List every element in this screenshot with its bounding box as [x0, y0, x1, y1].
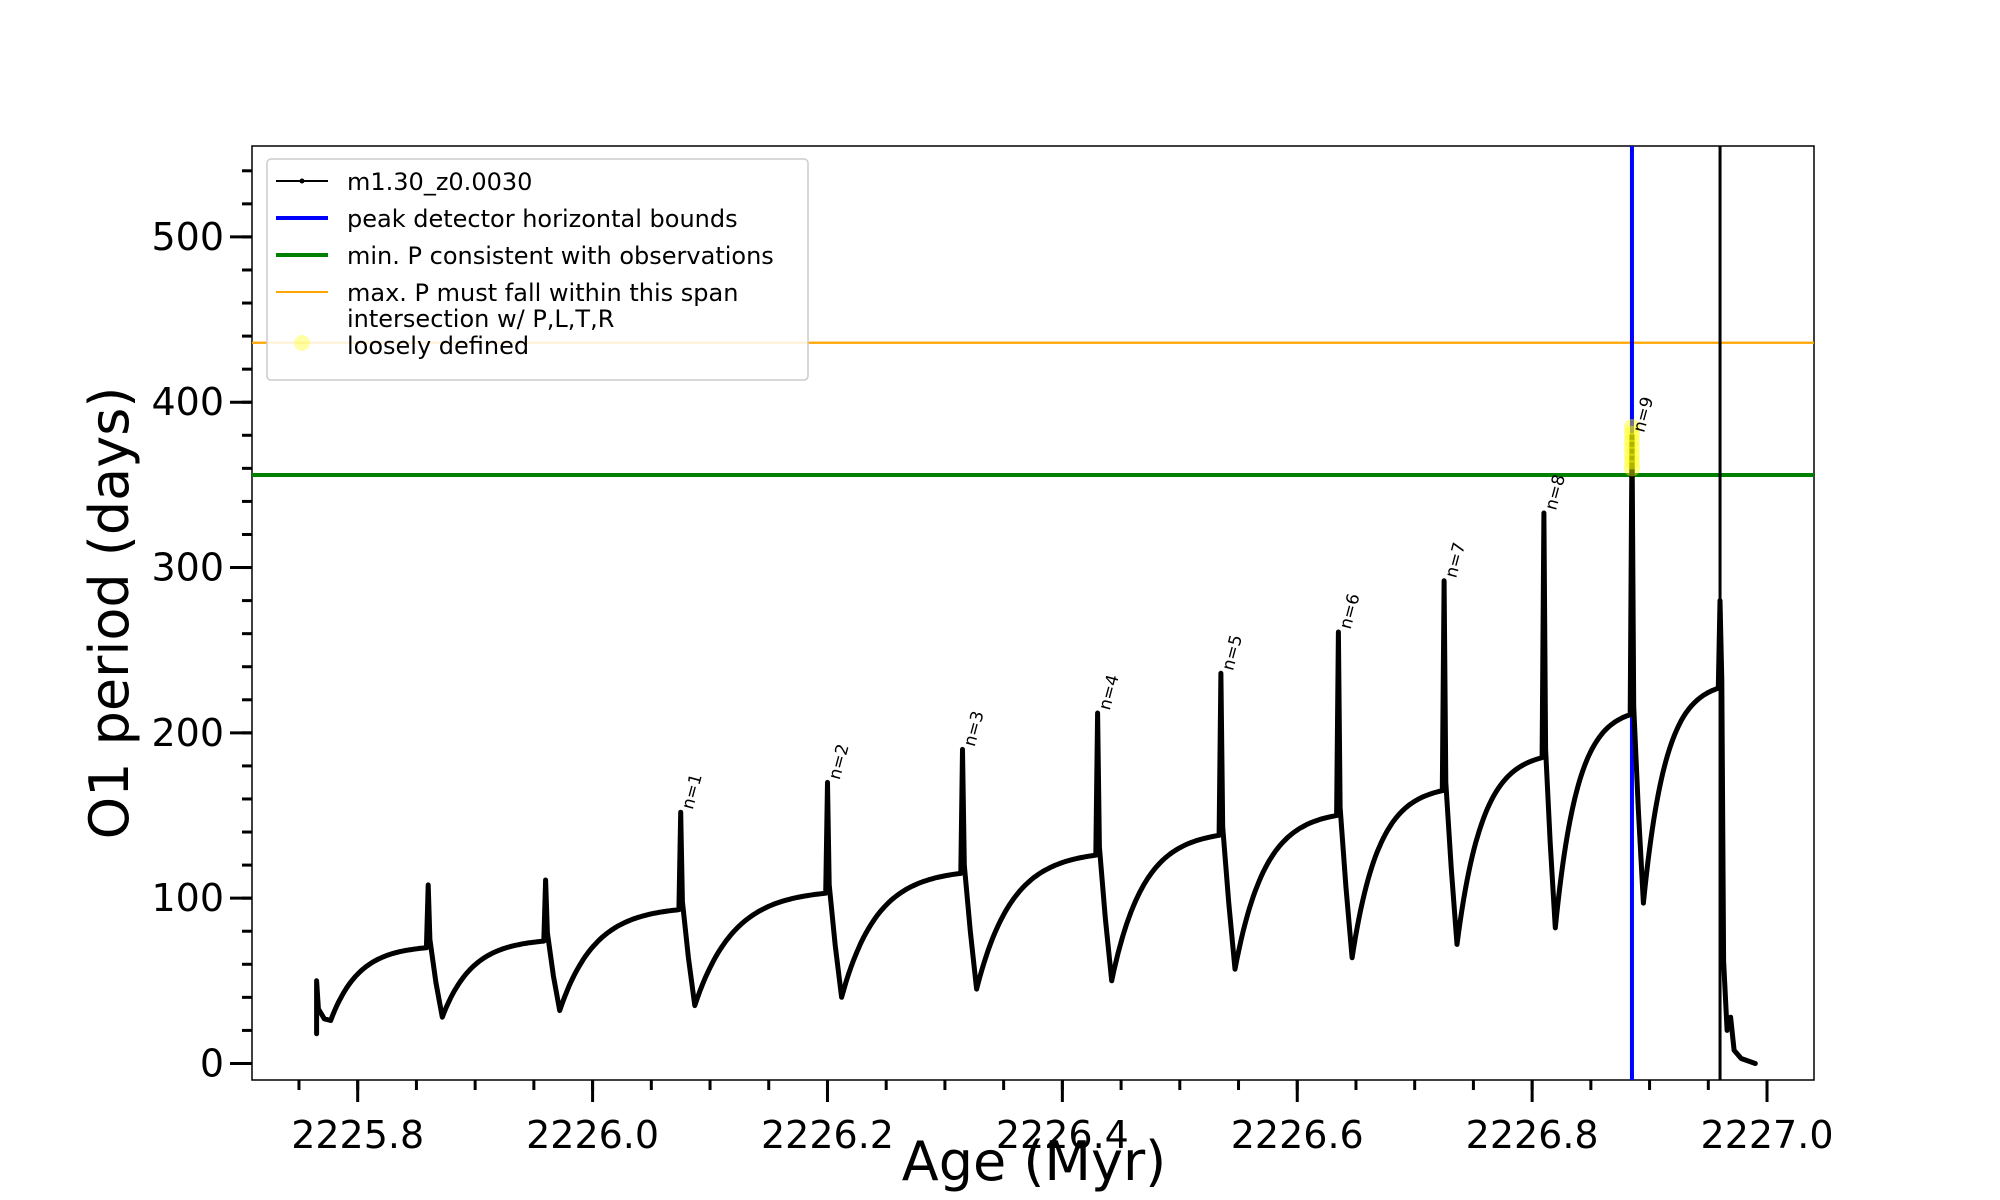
x-tick-label: 2226.4: [996, 1113, 1129, 1157]
x-axis-label: Age (Myr): [902, 1130, 1167, 1193]
legend-label-line2: loosely defined: [347, 332, 529, 360]
series-line-m1.30_z0.0030: [314, 432, 1758, 1066]
x-tick-label: 2226.0: [526, 1113, 659, 1157]
y-tick-label: 400: [151, 380, 224, 424]
intersection-marker: [1623, 439, 1640, 456]
pulse-label: n=1: [678, 772, 707, 812]
x-tick-label: 2227.0: [1701, 1113, 1834, 1157]
y-tick-label: 100: [151, 876, 224, 920]
legend-swatch-dot: [299, 178, 305, 184]
pulse-label: n=8: [1541, 472, 1570, 512]
pulse-label: n=4: [1095, 673, 1124, 713]
legend-label: intersection w/ P,L,T,R: [347, 305, 614, 333]
legend-marker: [294, 335, 310, 351]
x-tick-label: 2226.8: [1466, 1113, 1599, 1157]
intersection-marker: [1623, 453, 1640, 470]
pulse-label: n=6: [1336, 592, 1365, 632]
x-tick-label: 2225.8: [291, 1113, 424, 1157]
pulse-label: n=7: [1442, 540, 1471, 580]
intersection-marker: [1623, 419, 1640, 436]
intersection-marker: [1623, 432, 1640, 449]
y-tick-label: 0: [200, 1041, 224, 1085]
pulse-label: n=3: [960, 709, 989, 749]
x-tick-label: 2226.6: [1231, 1113, 1364, 1157]
legend-label: m1.30_z0.0030: [347, 168, 532, 196]
legend-label: peak detector horizontal bounds: [347, 205, 738, 233]
intersection-marker: [1623, 446, 1640, 463]
pulse-label: n=5: [1218, 633, 1247, 673]
x-axis: 2225.8 2226.0 2226.2 2226.4 2226.6 2226.8 2227…: [291, 1080, 1834, 1157]
y-tick-label: 300: [151, 546, 224, 590]
y-axis-label: O1 period (days): [78, 387, 141, 840]
plot-frame: [251, 145, 1815, 1081]
intersection-marker: [1623, 425, 1640, 442]
legend-label: min. P consistent with observations: [347, 242, 774, 270]
y-axis: 0 100 200 300 400 500: [151, 169, 252, 1085]
pulse-label: n=2: [825, 742, 854, 782]
intersection-marker: [1623, 460, 1640, 477]
y-tick-label: 500: [151, 215, 224, 259]
x-tick-label: 2226.2: [761, 1113, 894, 1157]
legend-frame: [266, 158, 809, 381]
y-tick-label: 200: [151, 711, 224, 755]
legend-label: max. P must fall within this span: [347, 279, 738, 307]
